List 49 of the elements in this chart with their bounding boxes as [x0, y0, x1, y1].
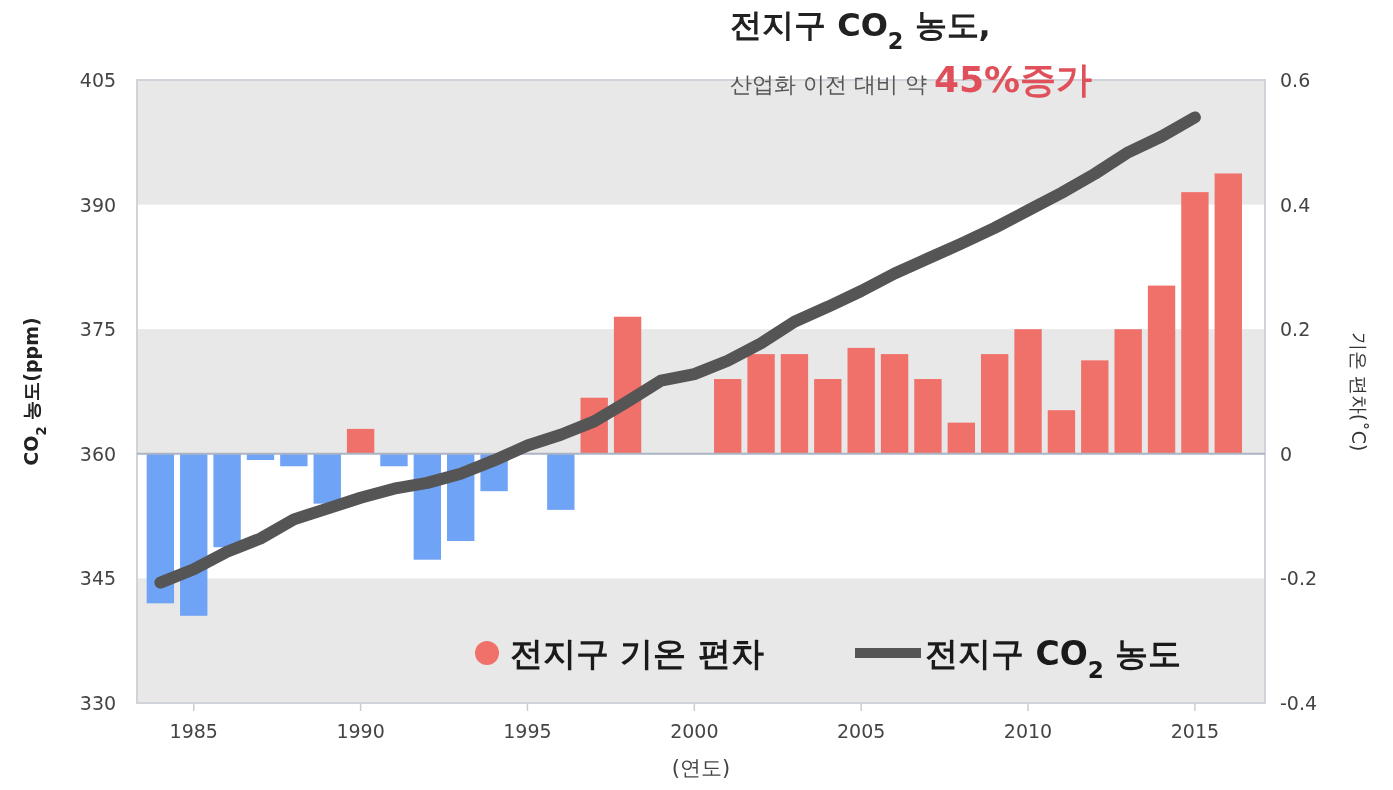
x-tick-label: 1985: [169, 720, 218, 742]
bar: [714, 379, 742, 454]
bar: [1214, 173, 1242, 454]
bar: [814, 379, 842, 454]
y-tick-label: 405: [79, 69, 117, 91]
bar: [780, 354, 809, 454]
legend-label: 전지구 CO$_{2}$ 농도: [925, 634, 1182, 683]
x-tick-label: 2015: [1170, 720, 1220, 742]
y-tick-label: 345: [79, 567, 117, 590]
bar: [880, 354, 909, 454]
x-tick-label: 2000: [670, 720, 719, 742]
bar: [1014, 329, 1042, 454]
bar: [1081, 360, 1109, 454]
bar: [1147, 285, 1176, 454]
x-tick-label: 2010: [1003, 720, 1053, 742]
y2-axis-title: 기온 편차(˚C): [1348, 331, 1370, 452]
y2-tick-label: -0.4: [1280, 692, 1318, 714]
y-tick-label: 330: [79, 692, 117, 714]
bar: [313, 453, 341, 504]
bar: [1047, 410, 1076, 454]
bar: [547, 453, 575, 510]
x-tick-label: 1990: [336, 720, 385, 742]
bar: [847, 347, 875, 454]
bar: [747, 354, 775, 454]
bar: [280, 453, 308, 467]
y-tick-label: 360: [79, 442, 117, 465]
x-axis-title: (연도): [671, 756, 731, 780]
bar: [180, 453, 208, 616]
bar: [914, 379, 942, 454]
bar: [1181, 192, 1209, 454]
y2-tick-label: 0.4: [1280, 193, 1311, 216]
bar: [947, 422, 975, 454]
chart-subtitle: 산업화 이전 대비 약 45%증가: [730, 59, 1093, 100]
legend-label: 전지구 기온 편차: [510, 634, 764, 673]
bar: [146, 453, 175, 604]
y2-tick-label: 0.2: [1280, 318, 1311, 341]
bar: [981, 354, 1009, 454]
y2-tick-label: 0.6: [1280, 69, 1311, 91]
x-tick-label: 1995: [503, 720, 552, 742]
bar: [213, 453, 241, 548]
y2-tick-label: -0.2: [1280, 567, 1318, 590]
bar: [1114, 329, 1142, 454]
x-tick-label: 2005: [837, 720, 886, 742]
bar: [380, 453, 408, 467]
y2-tick-label: 0: [1280, 442, 1293, 465]
y-tick-label: 375: [79, 318, 117, 341]
y-tick-label: 390: [79, 193, 117, 216]
chart-title: 전지구 CO$_{2}$ 농도,: [730, 6, 991, 54]
bar: [346, 428, 375, 454]
